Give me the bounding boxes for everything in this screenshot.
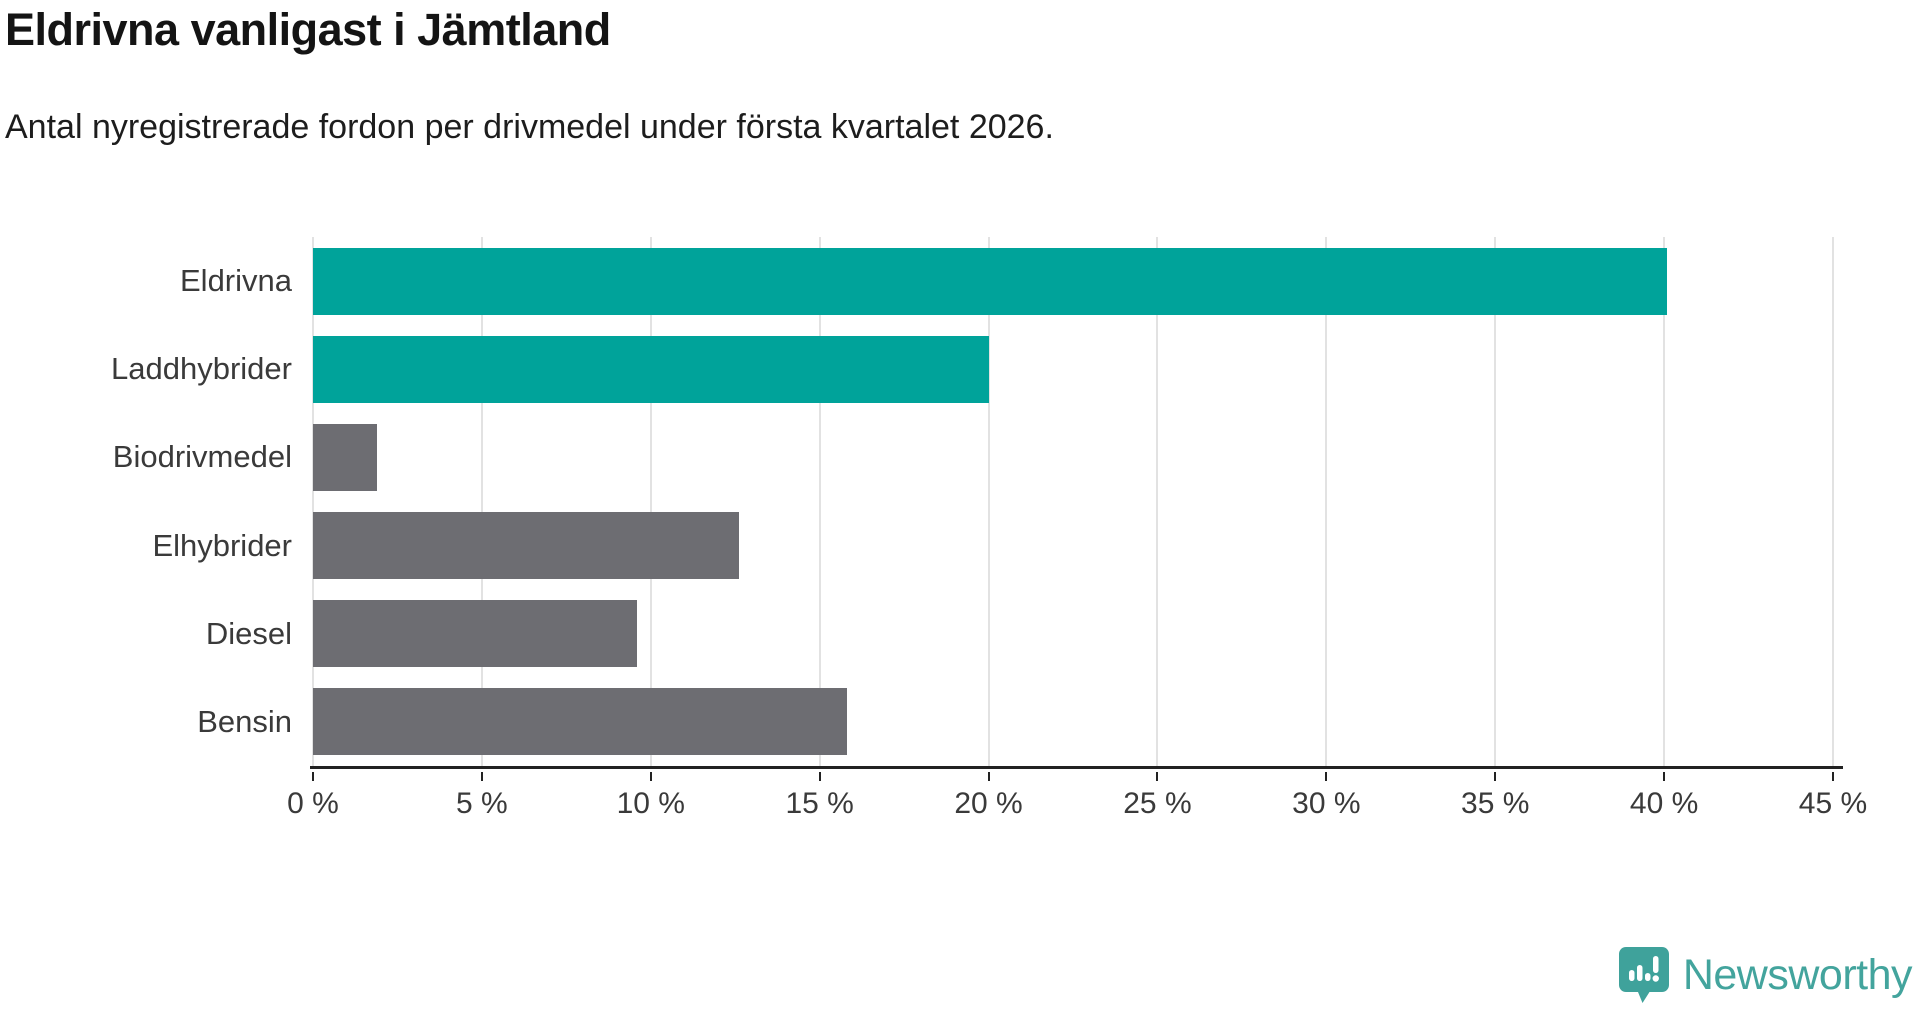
- bar-row: [313, 678, 1833, 766]
- x-axis-tick: [1156, 772, 1159, 781]
- x-axis-tick: [1494, 772, 1497, 781]
- category-label: Bensin: [197, 703, 292, 739]
- category-label: Elhybrider: [152, 527, 292, 563]
- bar-row: [313, 325, 1833, 413]
- x-axis-tick-label: 20 %: [954, 787, 1023, 820]
- x-axis-tick-label: 40 %: [1629, 787, 1699, 820]
- x-axis-tick: [312, 772, 314, 781]
- bar-laddhybrider: [313, 335, 989, 403]
- bars-layer: [313, 237, 1833, 766]
- bar-diesel: [313, 600, 638, 668]
- gridline: [649, 237, 652, 766]
- gridline: [1494, 237, 1497, 766]
- gridline: [1156, 237, 1159, 766]
- x-axis-tick: [649, 772, 652, 781]
- x-axis-tick-label: 35 %: [1461, 787, 1530, 820]
- bar-row: [313, 590, 1833, 678]
- gridline: [987, 237, 990, 766]
- gridline: [818, 237, 821, 766]
- bar-elhybrider: [313, 512, 739, 580]
- category-label: Laddhybrider: [111, 351, 292, 387]
- bar-bensin: [313, 688, 847, 756]
- x-axis-tick: [480, 772, 483, 781]
- x-axis-tick-label: 10 %: [616, 787, 685, 820]
- x-axis-tick: [987, 772, 990, 781]
- gridline: [480, 237, 483, 766]
- bar-eldrivna: [313, 247, 1668, 315]
- bar-row: [313, 237, 1833, 325]
- newsworthy-wordmark: Newsworthy: [1682, 950, 1913, 999]
- gridline: [1663, 237, 1666, 766]
- x-axis-tick-label: 5 %: [456, 787, 508, 820]
- category-label: Diesel: [205, 615, 292, 651]
- category-label: Eldrivna: [180, 263, 292, 299]
- x-axis-tick-label: 0 %: [287, 787, 339, 820]
- x-axis-tick-label: 30 %: [1292, 787, 1361, 820]
- category-axis: Eldrivna Laddhybrider Biodrivmedel Elhybrid…: [0, 237, 292, 766]
- category-label: Biodrivmedel: [112, 439, 292, 475]
- gridline: [1832, 237, 1834, 766]
- bar-biodrivmedel: [313, 423, 378, 491]
- plot-area: 0 % 5 % 10 % 15 % 20 % 25 % 30 % 35 % 40 % 45 %: [287, 237, 1867, 820]
- gridline: [1325, 237, 1328, 766]
- x-axis-tick-label: 15 %: [785, 787, 854, 820]
- x-axis-tick: [1325, 772, 1328, 781]
- x-axis-tick: [1832, 772, 1834, 781]
- chart-title: Eldrivna vanligast i Jämtland: [5, 4, 611, 55]
- x-axis-baseline: [310, 766, 1843, 769]
- gridline: [312, 237, 314, 766]
- x-axis-tick: [1663, 772, 1666, 781]
- x-axis-tick-label: 25 %: [1123, 787, 1192, 820]
- bar-row: [313, 413, 1833, 501]
- x-axis-tick-label: 45 %: [1798, 787, 1868, 820]
- newsworthy-logo[interactable]: Newsworthy: [1618, 946, 1913, 1004]
- newsworthy-bubble-chart-icon: [1618, 947, 1669, 1003]
- bar-row: [313, 502, 1833, 590]
- x-axis-tick: [818, 772, 821, 781]
- chart-subtitle: Antal nyregistrerade fordon per drivmede…: [5, 108, 1054, 146]
